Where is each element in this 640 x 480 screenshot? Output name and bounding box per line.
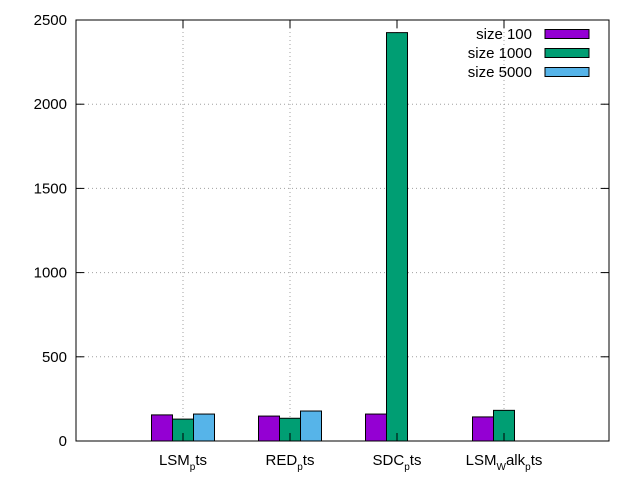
legend-label-size-100: size 100	[476, 26, 532, 43]
y-tick-label: 500	[42, 349, 67, 366]
bar-size-100-LSM_pts	[151, 414, 173, 442]
x-tick-label-SDC_pts: SDCpts	[373, 452, 422, 473]
y-tick-label: 1000	[34, 265, 67, 282]
legend-label-size-1000: size 1000	[468, 45, 532, 62]
bar-size-1000-SDC_pts	[386, 32, 408, 442]
y-tick-label: 2000	[34, 96, 67, 113]
bar-size-100-LSM_Walk_pts	[472, 416, 494, 442]
plot-frame	[75, 19, 610, 442]
legend-label-size-5000: size 5000	[468, 64, 532, 81]
y-tick-label: 1500	[34, 180, 67, 197]
y-tick-label: 2500	[34, 12, 67, 29]
bar-size-100-SDC_pts	[365, 413, 387, 442]
legend-swatch-size-100	[544, 29, 590, 39]
y-tick-label: 0	[59, 433, 67, 450]
bar-size-5000-RED_pts	[300, 410, 322, 442]
x-tick-label-LSM_Walk_pts: LSMWalkpts	[466, 452, 543, 473]
bar-size-100-RED_pts	[258, 415, 280, 442]
x-tick-label-RED_pts: REDpts	[266, 452, 315, 473]
legend-swatch-size-5000	[544, 67, 590, 77]
legend-swatch-size-1000	[544, 48, 590, 58]
x-tick-label-LSM_pts: LSMpts	[159, 452, 207, 473]
bar-size-5000-LSM_pts	[193, 413, 215, 442]
